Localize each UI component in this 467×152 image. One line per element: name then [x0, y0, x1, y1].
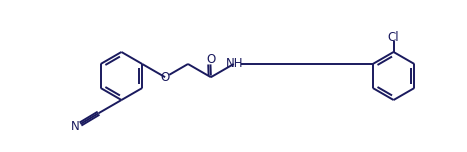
- Text: N: N: [71, 120, 79, 133]
- Text: NH: NH: [226, 57, 243, 71]
- Text: O: O: [206, 53, 215, 66]
- Text: O: O: [161, 71, 170, 84]
- Text: Cl: Cl: [388, 31, 399, 44]
